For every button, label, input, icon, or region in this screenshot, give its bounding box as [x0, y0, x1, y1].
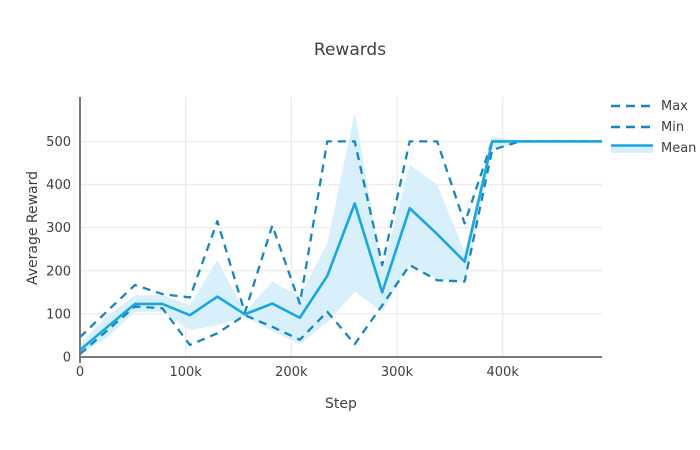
- legend: Max Min Mean: [611, 98, 697, 156]
- x-tick-label: 0: [76, 365, 84, 380]
- x-tick-label: 200k: [275, 365, 308, 380]
- x-tick-label: 400k: [487, 365, 520, 380]
- mean-line: [79, 140, 602, 352]
- std-band: [80, 112, 602, 355]
- x-axis-title: Step: [325, 396, 357, 412]
- y-tick-label: 300: [46, 221, 71, 236]
- legend-item-mean[interactable]: Mean: [611, 140, 697, 156]
- y-tick-label: 0: [63, 351, 71, 366]
- max-dashed-line-icon: [611, 104, 653, 108]
- y-axis-title: Average Reward: [25, 170, 41, 286]
- legend-label-max: Max: [661, 98, 688, 114]
- min-dashed-line-icon: [611, 125, 653, 129]
- chart-title: Rewards: [313, 40, 387, 60]
- y-tick-label: 500: [46, 135, 71, 150]
- x-tick-label: 300k: [381, 365, 414, 380]
- legend-label-mean: Mean: [661, 140, 697, 156]
- y-tick-label: 400: [46, 178, 71, 193]
- legend-item-max[interactable]: Max: [611, 98, 696, 114]
- mean-solid-line-icon: [611, 144, 653, 153]
- y-tick-label: 200: [46, 264, 71, 279]
- x-tick-label: 100k: [169, 365, 202, 380]
- legend-item-min[interactable]: Min: [611, 119, 696, 135]
- legend-label-min: Min: [661, 119, 685, 135]
- y-tick-label: 100: [46, 307, 71, 322]
- min-line: [79, 140, 602, 355]
